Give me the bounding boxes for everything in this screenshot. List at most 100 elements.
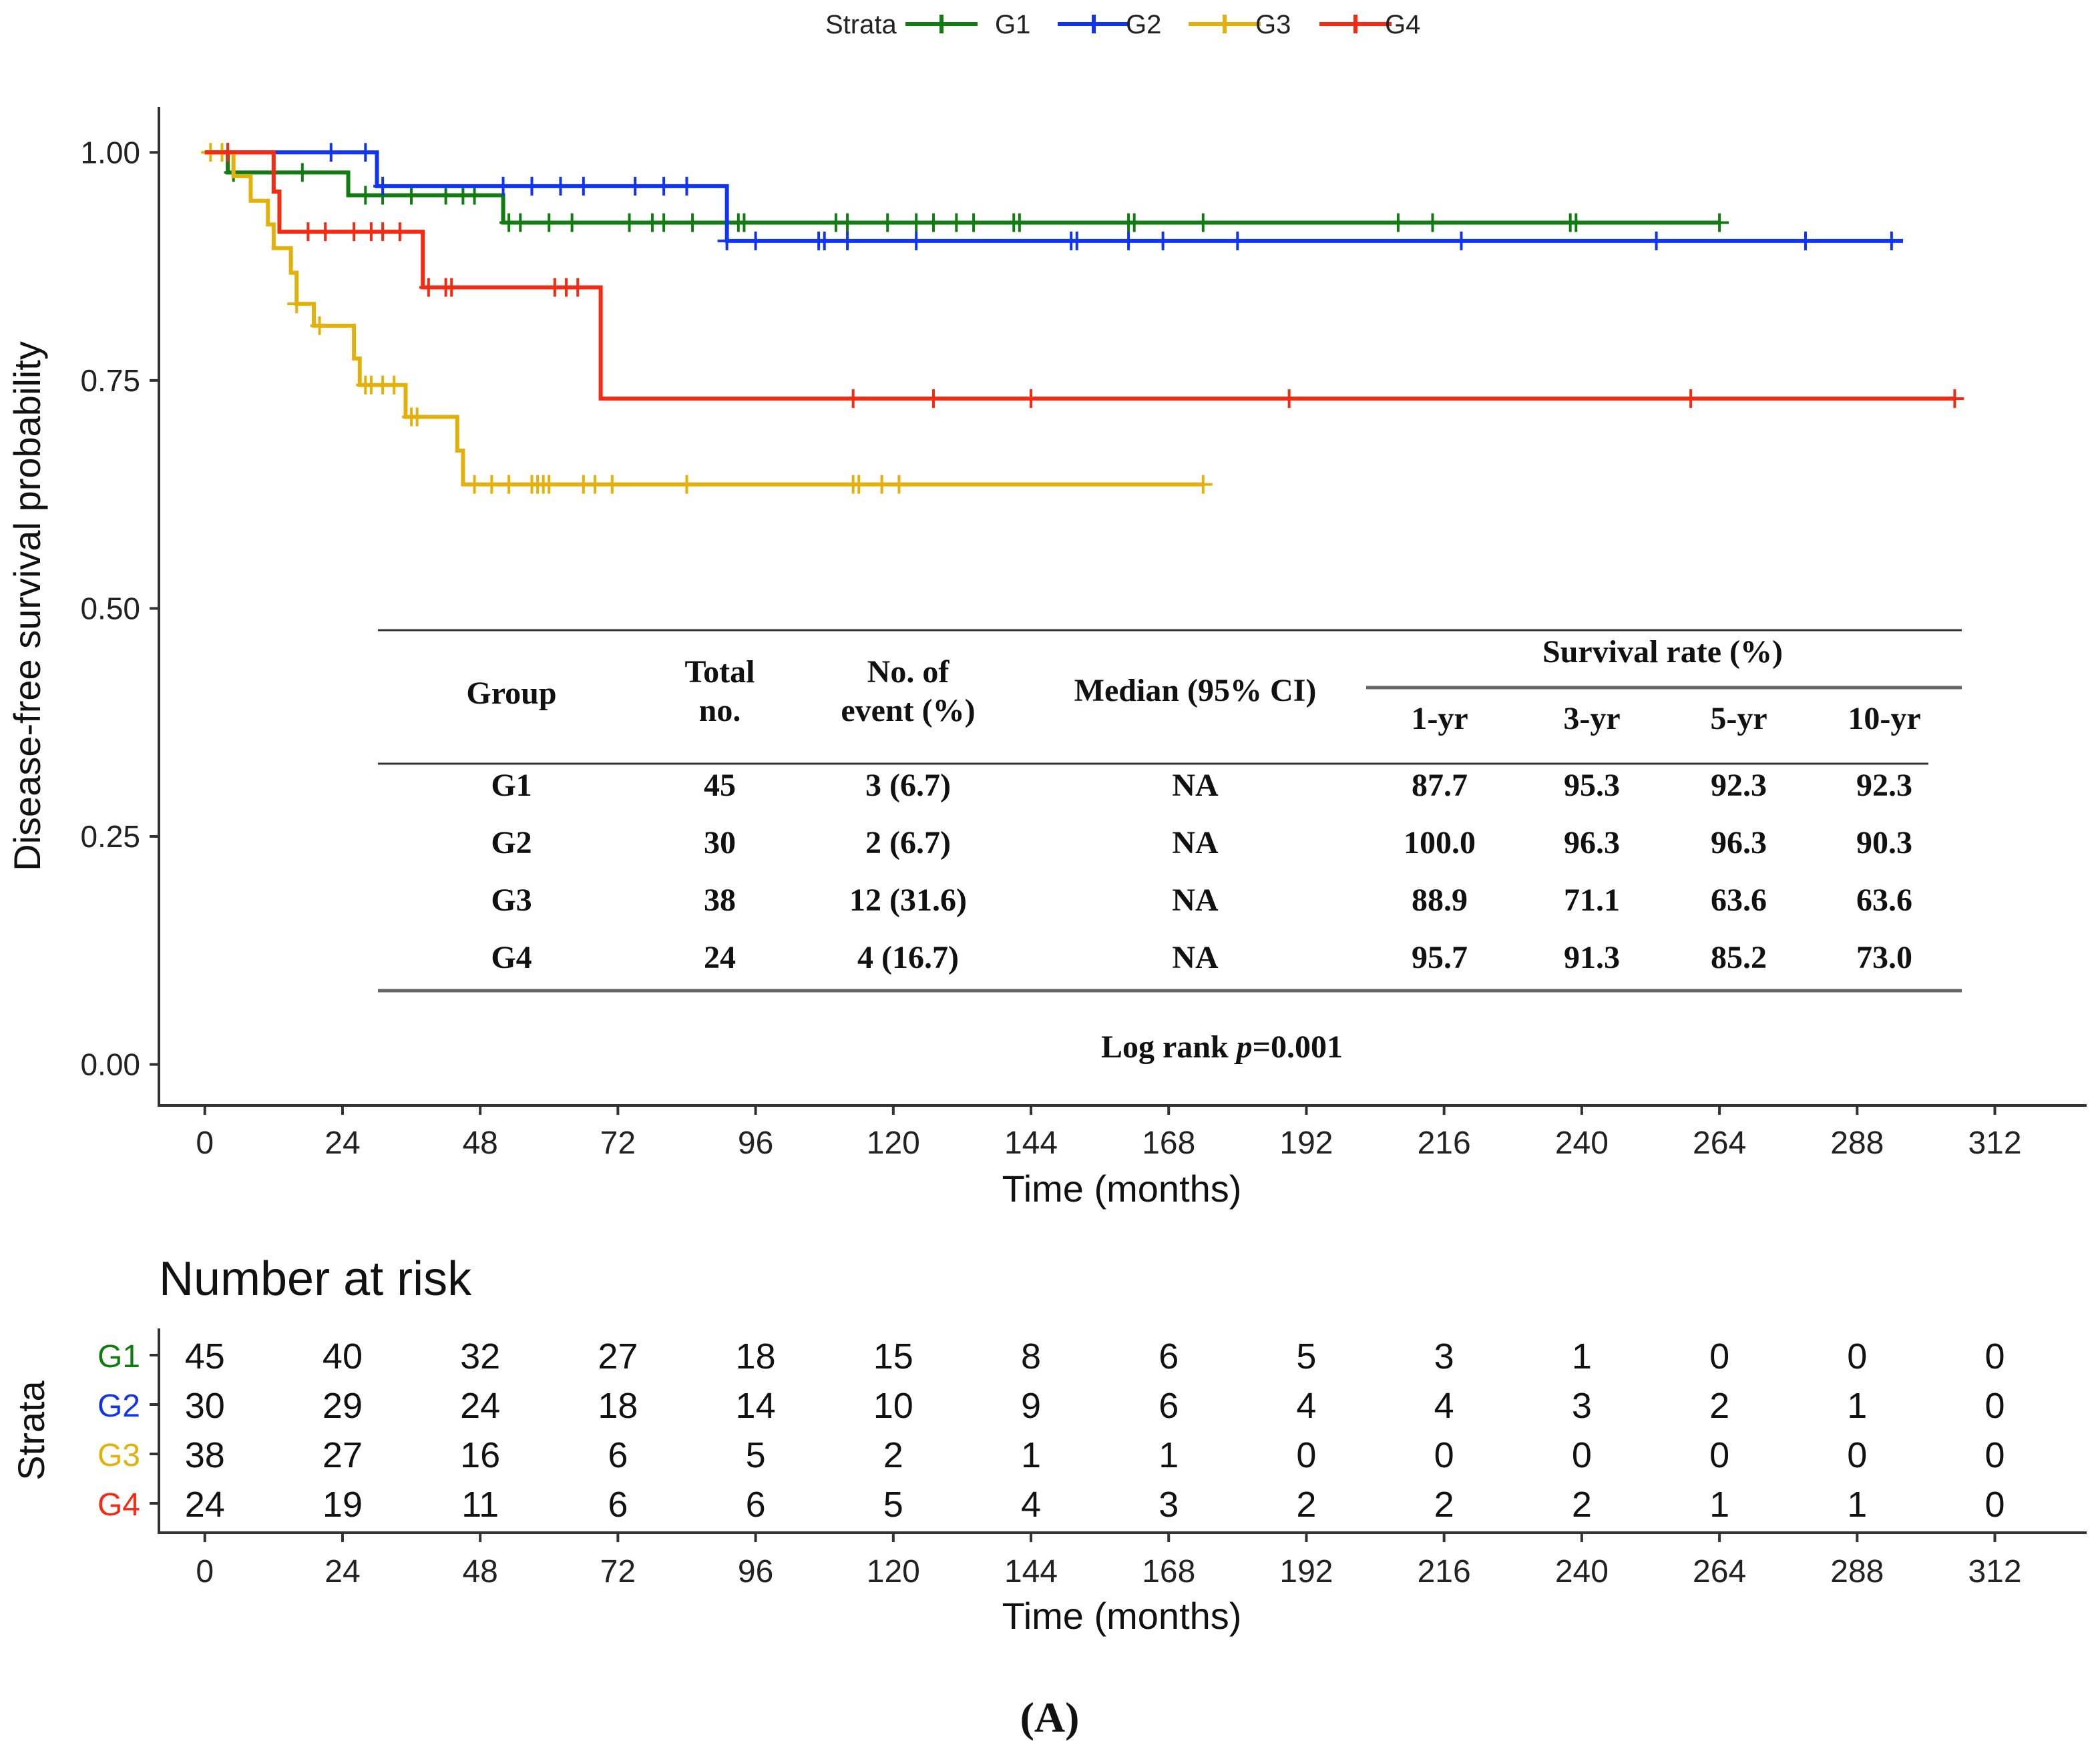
censor-mark-g1	[923, 213, 943, 232]
censor-mark-g4	[1022, 389, 1041, 409]
cell-rate-10yr: 90.3	[1856, 825, 1912, 860]
risk-x-tick-label: 96	[738, 1554, 773, 1589]
censor-mark-g1	[1566, 213, 1586, 232]
risk-x-tick-label: 240	[1555, 1554, 1609, 1589]
legend-item-g2: G2	[1058, 10, 1161, 39]
y-tick-label: 0.50	[80, 591, 140, 625]
risk-cell-g3: 16	[460, 1435, 500, 1475]
censor-mark-g1	[907, 213, 926, 232]
cell-events: 12 (31.6)	[849, 883, 967, 918]
risk-cell-g1: 27	[598, 1336, 638, 1376]
censor-mark-g2	[838, 231, 857, 250]
risk-cell-g4: 5	[883, 1485, 903, 1525]
x-tick-label: 216	[1418, 1125, 1471, 1161]
risk-cell-g3: 1	[1021, 1435, 1041, 1475]
censor-mark-g3	[482, 475, 501, 494]
risk-cell-g2: 6	[1159, 1386, 1179, 1426]
risk-row-label-g2: G2	[97, 1389, 140, 1424]
cell-rate-3yr: 91.3	[1564, 940, 1620, 975]
censor-mark-g1	[436, 186, 455, 205]
censor-mark-g4	[923, 389, 943, 409]
risk-cell-g3: 0	[1847, 1435, 1867, 1475]
censor-mark-g1	[1193, 213, 1213, 232]
x-tick-label: 0	[196, 1125, 214, 1161]
legend-title: Strata	[825, 10, 897, 39]
cell-group: G3	[491, 883, 532, 918]
cell-total: 38	[704, 883, 736, 918]
censor-mark-g2	[746, 231, 765, 250]
header-events-2: event (%)	[841, 693, 975, 728]
risk-x-tick-label: 168	[1142, 1554, 1195, 1589]
risk-cell-g3: 38	[185, 1435, 225, 1475]
censor-mark-g4	[1681, 389, 1701, 409]
risk-cell-g1: 40	[323, 1336, 363, 1376]
censor-mark-g4	[390, 222, 409, 242]
risk-table-title: Number at risk	[159, 1252, 472, 1306]
header-survival-rate: Survival rate (%)	[1542, 634, 1783, 670]
censor-mark-g1	[356, 186, 375, 205]
cell-total: 30	[704, 825, 736, 860]
y-ticks: 0.00 0.25 0.50 0.75 1.00	[80, 135, 159, 1082]
risk-cell-g2: 18	[598, 1386, 638, 1426]
header-total-2: no.	[699, 693, 741, 728]
risk-cell-g2: 30	[185, 1386, 225, 1426]
censor-mark-g1	[1710, 213, 1729, 232]
table-row: G2 30 2 (6.7) NA 100.0 96.3 96.3 90.3	[491, 825, 1912, 860]
legend-label-g1: G1	[995, 10, 1030, 39]
x-tick-label: 144	[1004, 1125, 1058, 1161]
risk-cell-g2: 24	[460, 1386, 500, 1426]
x-tick-label: 48	[462, 1125, 497, 1161]
censor-mark-g2	[356, 143, 375, 162]
risk-cell-g4: 3	[1159, 1485, 1179, 1525]
x-tick-label: 288	[1830, 1125, 1884, 1161]
censor-mark-g1	[402, 186, 421, 205]
header-year-3: 3-yr	[1563, 701, 1620, 736]
header-year-1: 1-yr	[1411, 701, 1468, 736]
censor-mark-g2	[1452, 231, 1471, 250]
censor-mark-g4	[843, 389, 863, 409]
risk-cell-g1: 32	[460, 1336, 500, 1376]
risk-x-tick-label: 48	[462, 1554, 497, 1589]
censor-mark-g1	[878, 213, 897, 232]
risk-cell-g1: 18	[736, 1336, 776, 1376]
risk-table: Number at risk Strata Time (months) 0 24 4…	[10, 1252, 2087, 1637]
logrank-p: p	[1234, 1029, 1253, 1065]
censor-mark-g2	[551, 176, 570, 196]
x-tick-label: 264	[1693, 1125, 1746, 1161]
risk-cell-g4: 1	[1709, 1485, 1729, 1525]
censor-mark-g4	[218, 143, 238, 162]
risk-row-label-g3: G3	[97, 1438, 140, 1473]
risk-cell-g3: 0	[1709, 1435, 1729, 1475]
risk-x-tick-label: 24	[325, 1554, 360, 1589]
risk-cell-g2: 10	[873, 1386, 913, 1426]
censor-mark-g3	[385, 375, 404, 395]
risk-cell-g3: 0	[1434, 1435, 1454, 1475]
legend-item-g4: G4	[1319, 10, 1420, 39]
y-tick-label: 0.75	[80, 363, 140, 398]
legend-label-g3: G3	[1255, 10, 1291, 39]
censor-mark-g3	[1193, 475, 1213, 494]
header-total-1: Total	[685, 654, 755, 690]
legend-label-g2: G2	[1126, 10, 1161, 39]
legend-item-g3: G3	[1189, 10, 1291, 39]
censor-mark-g4	[298, 222, 318, 242]
censor-mark-g1	[562, 213, 582, 232]
risk-cell-g2: 3	[1572, 1386, 1592, 1426]
x-tick-label: 312	[1968, 1125, 2021, 1161]
censor-mark-g3	[540, 475, 559, 494]
risk-cell-g4: 6	[746, 1485, 766, 1525]
risk-cell-g4: 6	[608, 1485, 628, 1525]
censor-mark-g2	[815, 231, 834, 250]
x-axis-label: Time (months)	[1002, 1168, 1242, 1210]
risk-x-axis-label: Time (months)	[1002, 1595, 1242, 1637]
risk-cell-g2: 2	[1709, 1386, 1729, 1426]
censor-mark-g2	[654, 176, 674, 196]
risk-cell-g2: 29	[323, 1386, 363, 1426]
risk-y-axis-label: Strata	[10, 1380, 52, 1480]
risk-cell-g3: 2	[883, 1435, 903, 1475]
risk-cell-g4: 2	[1434, 1485, 1454, 1525]
risk-row-label-g4: G4	[97, 1487, 140, 1523]
censor-mark-g1	[964, 213, 984, 232]
censor-mark-g1	[947, 213, 966, 232]
